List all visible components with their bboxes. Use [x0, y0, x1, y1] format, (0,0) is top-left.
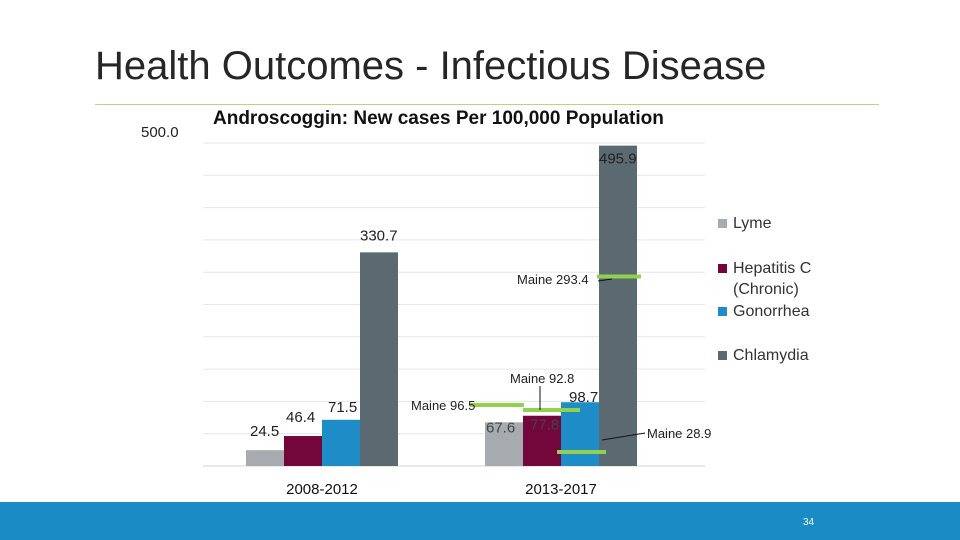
data-label-hepatitis-c-2013-2017: 77.8	[530, 417, 559, 434]
y-tick-label: 500.0	[141, 124, 179, 141]
annotation-maine-hepatitis-c: Maine 28.9	[647, 426, 711, 441]
data-label-lyme-2013-2017: 67.6	[486, 419, 515, 436]
data-label-gonorrhea-2013-2017: 98.7	[569, 389, 598, 406]
data-label-gonorrhea-2008-2012: 71.5	[328, 399, 357, 416]
footer-bar	[0, 502, 960, 540]
data-label-hepatitis-c-2008-2012: 46.4	[286, 409, 315, 426]
data-label-chlamydia-2013-2017: 495.9	[599, 151, 637, 168]
annotation-maine-chlamydia: Maine 293.4	[517, 272, 589, 287]
legend-label-gonorrhea: Gonorrhea	[733, 303, 810, 320]
slide-title: Health Outcomes - Infectious Disease	[95, 44, 767, 88]
bar-gonorrhea-2013-2017	[561, 402, 599, 466]
bar-lyme-2013-2017	[485, 422, 523, 466]
legend-swatch-chlamydia	[718, 351, 727, 360]
annotation-maine-lyme: Maine 96.5	[411, 398, 475, 413]
page-number: 34	[803, 517, 815, 528]
legend-label-lyme: Lyme	[733, 215, 772, 232]
bar-chlamydia-2008-2012	[360, 252, 398, 466]
chart-title: Androscoggin: New cases Per 100,000 Popu…	[213, 108, 664, 129]
bar-chlamydia-2013-2017	[599, 145, 637, 466]
x-tick-label: 2008-2012	[286, 481, 358, 498]
legend-swatch-gonorrhea	[718, 307, 727, 316]
data-label-chlamydia-2008-2012: 330.7	[360, 227, 398, 244]
bar-hepatitis-c-2013-2017	[523, 415, 561, 466]
annotation-maine-gonorrhea: Maine 92.8	[510, 371, 574, 386]
x-tick-label: 2013-2017	[525, 481, 597, 498]
legend-swatch-lyme	[718, 219, 727, 228]
title-divider	[95, 104, 879, 105]
legend-label-chlamydia: Chlamydia	[733, 347, 809, 364]
bar-hepatitis-c-2008-2012	[284, 436, 322, 466]
bar-lyme-2008-2012	[246, 450, 284, 466]
bar-gonorrhea-2008-2012	[322, 419, 360, 466]
legend-label-hepatitis-c: Hepatitis C (Chronic)	[733, 260, 812, 298]
legend-swatch-hepatitis-c	[718, 264, 727, 273]
data-label-lyme-2008-2012: 24.5	[250, 423, 279, 440]
callout-leader	[597, 278, 613, 282]
callout-leader	[601, 432, 646, 441]
